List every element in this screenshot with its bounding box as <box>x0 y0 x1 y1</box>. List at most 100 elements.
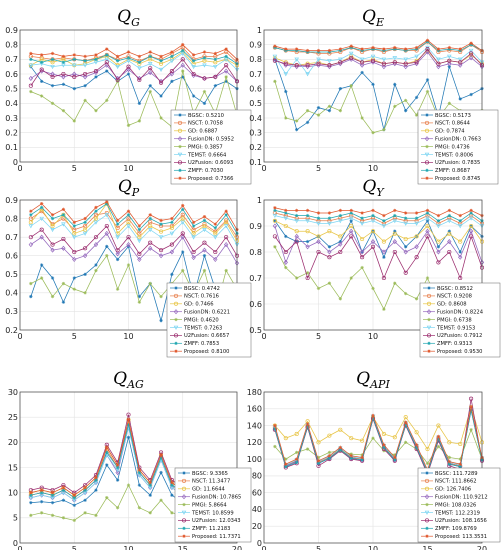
legend-label: Proposed: 0.7366 <box>188 176 233 182</box>
data-point <box>327 249 332 255</box>
data-point <box>126 417 131 422</box>
data-point <box>403 61 408 66</box>
legend-item: GD: 0.6887 <box>174 129 218 135</box>
data-point <box>181 75 185 79</box>
data-point <box>295 276 299 280</box>
y-tick-label: 60 <box>252 488 262 497</box>
data-point <box>414 244 419 250</box>
chart-title: QY <box>362 177 385 199</box>
data-point <box>381 275 386 281</box>
data-point <box>359 57 365 62</box>
data-point <box>148 50 152 54</box>
data-point <box>273 444 277 449</box>
chart-title-main: Q <box>118 177 132 197</box>
data-point <box>349 84 353 88</box>
data-point <box>447 239 452 245</box>
y-tick-label: 0.7 <box>249 70 262 79</box>
data-point <box>294 219 299 224</box>
legend-item: FusionDN: 0.5952 <box>174 136 234 143</box>
data-point <box>170 272 174 276</box>
data-point <box>425 113 429 117</box>
data-point <box>126 123 131 128</box>
data-point <box>126 56 131 60</box>
data-point <box>158 67 164 73</box>
data-point <box>349 219 353 223</box>
data-point <box>327 221 332 226</box>
legend-item: ZMFF: 0.9313 <box>423 341 472 347</box>
data-point <box>458 250 462 254</box>
legend-item: FusionDN: 0.7663 <box>421 136 481 143</box>
series-line <box>28 223 240 258</box>
data-point <box>392 60 397 65</box>
data-point <box>425 502 429 507</box>
legend-item: NSCT: 0.7058 <box>174 121 223 127</box>
chart-panel-y: 0.50.60.70.80.9105101520QYBGSC: 0.8512NS… <box>249 177 501 358</box>
data-point <box>94 57 98 62</box>
data-point <box>40 488 44 492</box>
data-point <box>182 526 186 530</box>
data-point <box>83 216 87 221</box>
y-tick-label: 0.3 <box>5 307 18 316</box>
data-point <box>213 256 218 262</box>
data-point <box>182 502 186 507</box>
data-point <box>348 216 354 221</box>
data-point <box>181 518 187 523</box>
y-tick-label: 40 <box>252 505 262 514</box>
data-point <box>338 60 343 65</box>
legend-item: U2Fusion: 108.1656 <box>421 518 487 524</box>
y-tick-label: 0.4 <box>5 99 18 108</box>
data-point <box>29 209 33 213</box>
data-point <box>469 92 473 97</box>
legend-item: PMGI: 0.3857 <box>174 144 223 150</box>
data-point <box>349 234 354 239</box>
series-path <box>30 52 238 71</box>
data-point <box>393 455 397 460</box>
data-point <box>447 208 451 213</box>
legend-item: ZMFF: 0.7030 <box>174 168 223 174</box>
y-tick-label: 0.7 <box>249 274 262 283</box>
y-tick-label: 0.5 <box>249 99 262 108</box>
data-point <box>105 53 109 57</box>
data-point <box>458 462 462 466</box>
data-point <box>104 230 109 236</box>
data-point <box>170 50 174 54</box>
legend-box <box>417 467 501 543</box>
data-point <box>295 457 299 461</box>
legend-box <box>417 109 499 185</box>
data-point <box>392 239 397 245</box>
data-point <box>202 63 207 68</box>
data-point <box>61 516 66 520</box>
data-point <box>295 47 299 51</box>
legend-label: ZMFF: 109.8769 <box>435 526 477 532</box>
data-point <box>436 47 441 51</box>
data-point <box>61 60 66 64</box>
data-point <box>283 72 289 77</box>
y-tick-label: 0.1 <box>249 158 262 167</box>
data-point <box>424 494 430 500</box>
legend-label: U2Fusion: 0.6093 <box>188 160 233 166</box>
data-point <box>284 234 288 239</box>
data-point <box>94 488 98 492</box>
y-tick-label: 0.9 <box>5 196 18 205</box>
x-tick-label: 10 <box>123 164 133 173</box>
data-point <box>305 108 310 113</box>
data-point <box>191 255 196 261</box>
legend-label: BGSC: 111.7289 <box>435 471 478 477</box>
data-point <box>126 412 131 417</box>
data-point <box>425 228 430 234</box>
data-point <box>414 234 419 239</box>
data-point <box>28 224 34 229</box>
data-point <box>213 57 217 62</box>
data-point <box>181 203 185 208</box>
data-point <box>29 294 33 299</box>
series-path <box>274 47 483 75</box>
data-point <box>137 483 142 487</box>
legend-item: U2Fusion: 0.7912 <box>423 333 482 339</box>
data-point <box>159 116 163 120</box>
data-point <box>104 223 109 229</box>
data-point <box>392 231 397 236</box>
data-point <box>469 223 474 229</box>
data-point <box>191 249 196 255</box>
data-point <box>39 216 44 221</box>
x-tick-label: 5 <box>316 545 321 550</box>
